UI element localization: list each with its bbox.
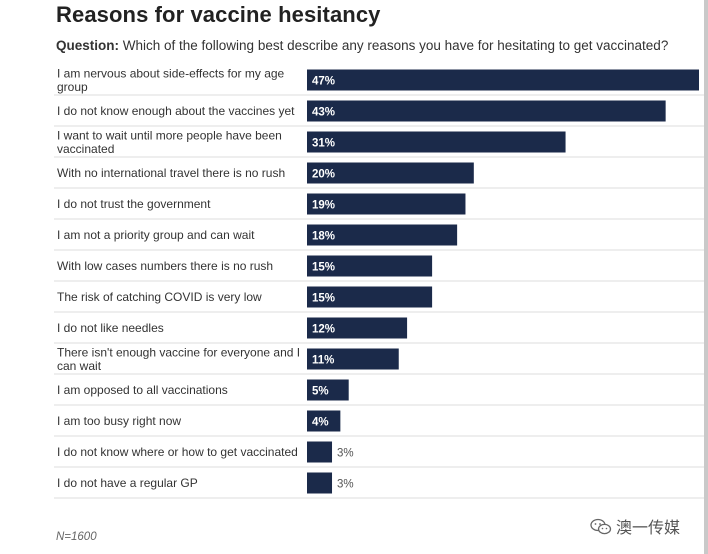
sample-size-note: N=1600 [56, 531, 97, 543]
category-label: With no international travel there is no… [57, 166, 285, 180]
value-label: 43% [312, 107, 335, 119]
value-label: 18% [312, 231, 335, 243]
category-label: I do not know enough about the vaccines … [57, 104, 295, 118]
question-text: Question: Which of the following best de… [56, 38, 668, 53]
bar [307, 131, 566, 153]
bar [307, 193, 466, 215]
bar [307, 472, 333, 494]
bar-chart: I am nervous about side-effects for my a… [54, 66, 704, 499]
bar [307, 286, 433, 308]
category-label: I want to wait until more people have be… [57, 128, 282, 156]
value-label: 3% [337, 448, 354, 460]
value-label: 5% [312, 386, 329, 398]
category-label: I do not know where or how to get vaccin… [57, 445, 298, 459]
category-label: With low cases numbers there is no rush [57, 259, 273, 273]
value-label: 19% [312, 200, 335, 212]
value-label: 20% [312, 169, 335, 181]
category-label: There isn't enough vaccine for everyone … [57, 345, 300, 373]
value-label: 47% [312, 76, 335, 88]
category-label: I do not like needles [57, 321, 164, 335]
category-label: I am opposed to all vaccinations [57, 383, 228, 397]
category-label: I am not a priority group and can wait [57, 228, 255, 242]
wechat-icon [590, 518, 612, 535]
bar [307, 224, 458, 246]
value-label: 31% [312, 138, 335, 150]
value-label: 4% [312, 417, 329, 429]
bar [307, 379, 349, 401]
category-label: I do not trust the government [57, 197, 211, 211]
watermark-text: 澳一传媒 [616, 518, 681, 537]
chart-title: Reasons for vaccine hesitancy [56, 2, 381, 27]
value-label: 15% [312, 262, 335, 274]
bar [307, 348, 399, 370]
bar [307, 100, 666, 122]
bar [307, 317, 408, 339]
category-label: I am nervous about side-effects for my a… [57, 66, 285, 94]
value-label: 11% [312, 355, 334, 367]
category-label: I am too busy right now [57, 414, 181, 428]
value-label: 12% [312, 324, 335, 336]
value-label: 15% [312, 293, 335, 305]
category-label: The risk of catching COVID is very low [57, 290, 262, 304]
question-body: Which of the following best describe any… [119, 38, 669, 53]
category-label: I do not have a regular GP [57, 476, 198, 490]
watermark: 澳一传媒 [590, 514, 680, 538]
question-label: Question: [56, 38, 119, 53]
bar [307, 441, 333, 463]
window-edge [704, 0, 708, 554]
bar [307, 162, 474, 184]
bar [307, 255, 433, 277]
bar [307, 69, 699, 91]
value-label: 3% [337, 479, 354, 491]
bar [307, 410, 341, 432]
